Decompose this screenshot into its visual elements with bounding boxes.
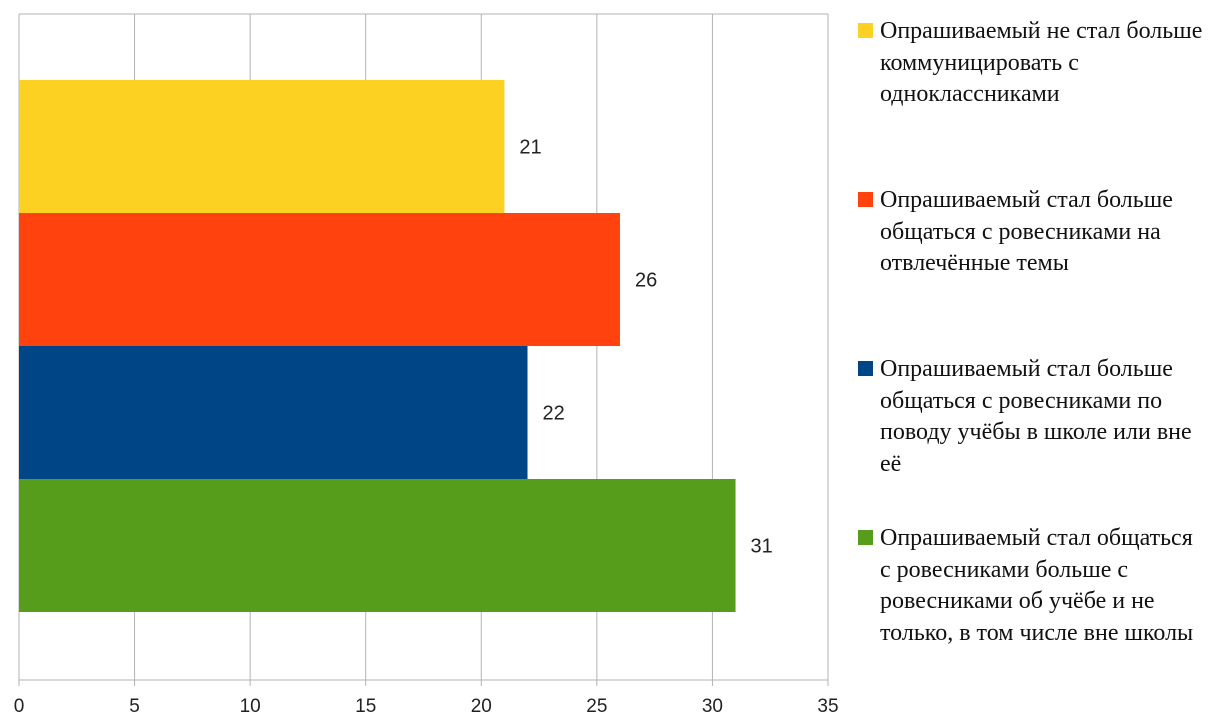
legend-swatch bbox=[858, 530, 873, 545]
x-tick-label: 5 bbox=[129, 696, 140, 717]
x-axis: 0 5 10 15 20 25 30 35 bbox=[14, 13, 839, 717]
data-label: 31 bbox=[751, 536, 773, 558]
legend-label: Опрашиваемый стал общаться с ровесниками… bbox=[880, 525, 1194, 646]
x-tick-label: 0 bbox=[14, 696, 25, 717]
x-tick-label: 10 bbox=[240, 696, 261, 717]
data-label: 26 bbox=[635, 270, 657, 292]
legend-swatch bbox=[858, 23, 873, 38]
data-label: 22 bbox=[543, 403, 565, 425]
bars bbox=[19, 80, 736, 612]
bar bbox=[19, 80, 505, 213]
x-tick-label: 30 bbox=[702, 696, 723, 717]
x-tick-label: 20 bbox=[471, 696, 492, 717]
x-tick-label: 35 bbox=[817, 696, 838, 717]
bar-chart: 21 26 22 31 0 5 10 15 20 25 30 35 bbox=[14, 13, 839, 717]
bar bbox=[19, 213, 620, 346]
x-tick-label: 25 bbox=[586, 696, 607, 717]
bar bbox=[19, 479, 736, 612]
x-tick-label: 15 bbox=[355, 696, 376, 717]
legend-label: Опрашиваемый стал больше общаться с рове… bbox=[880, 356, 1192, 477]
legend-swatch bbox=[858, 361, 873, 376]
legend-swatch bbox=[858, 192, 873, 207]
legend-label: Опрашиваемый не стал больше коммунициров… bbox=[880, 18, 1203, 107]
bar bbox=[19, 346, 528, 479]
value-labels: 21 26 22 31 bbox=[519, 137, 772, 558]
data-label: 21 bbox=[519, 137, 541, 159]
legend-label: Опрашиваемый стал больше общаться с рове… bbox=[880, 187, 1173, 276]
